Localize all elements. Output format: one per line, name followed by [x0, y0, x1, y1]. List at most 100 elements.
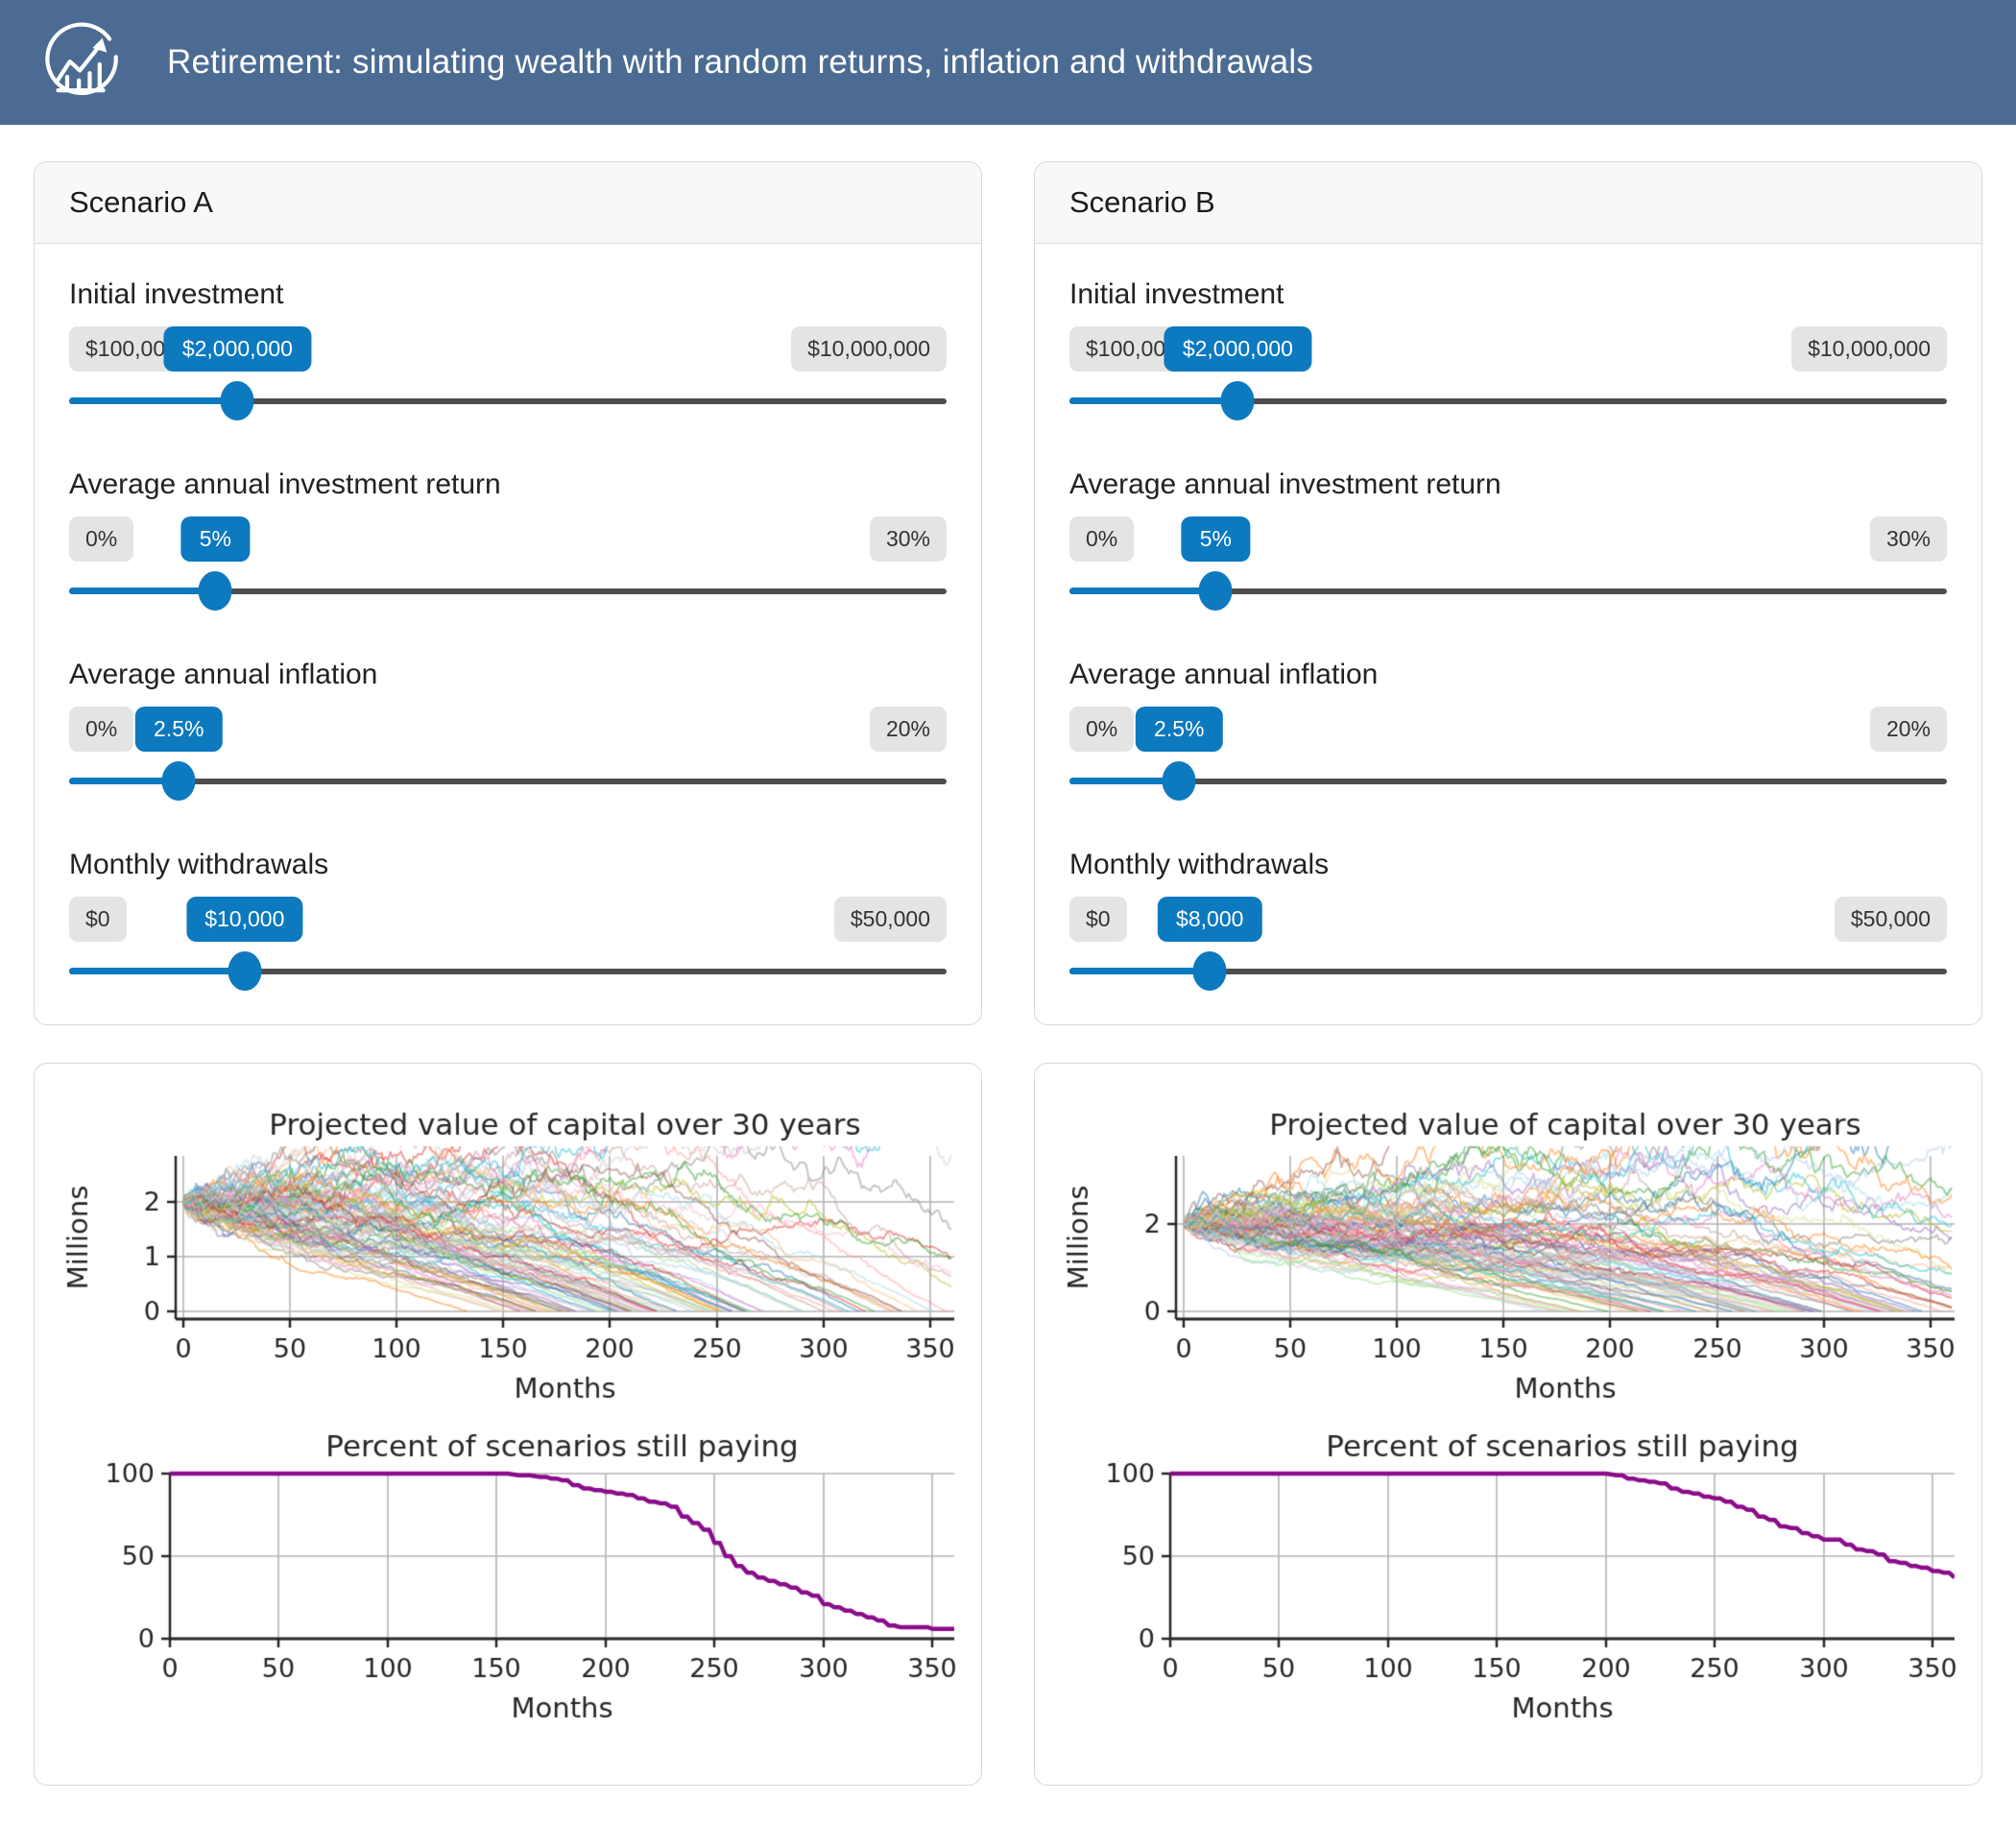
slider-max-badge: $50,000 — [1834, 897, 1947, 942]
scenario-title: Scenario B — [1069, 185, 1215, 219]
slider-label: Average annual inflation — [1069, 659, 1379, 690]
app-header: Retirement: simulating wealth with rando… — [0, 0, 2016, 125]
slider-track-rail[interactable] — [69, 588, 947, 594]
slider-min-badge: 0% — [69, 516, 134, 562]
slider-track[interactable] — [1069, 759, 1947, 802]
slider-track-rail[interactable] — [1069, 398, 1947, 404]
scenario-card: Scenario B Initial investment $100,000 $… — [1034, 161, 1982, 1025]
slider-label: Initial investment — [1069, 278, 1284, 310]
slider-label: Average annual inflation — [69, 659, 378, 690]
percent-paying-chart — [37, 1418, 981, 1740]
slider-max-badge: $10,000,000 — [791, 326, 947, 372]
slider-group: Average annual inflation 0% 2.5% 20% — [1069, 659, 1947, 802]
slider-track-fill — [1069, 778, 1180, 784]
slider-handle[interactable] — [1198, 571, 1233, 611]
slider-track[interactable] — [1069, 379, 1947, 421]
slider-value-badge: $2,000,000 — [1164, 326, 1311, 372]
slider-value-badge: 2.5% — [1136, 707, 1223, 752]
slider-badge-row: 0% 5% 30% — [1069, 516, 1947, 562]
slider-label: Average annual investment return — [69, 468, 501, 500]
slider-handle[interactable] — [1220, 381, 1255, 420]
slider-track-fill — [69, 588, 216, 594]
scenario-card-header: Scenario A — [35, 162, 981, 244]
slider-track[interactable] — [69, 759, 947, 802]
slider-track[interactable] — [1069, 569, 1947, 612]
slider-track-fill — [1069, 588, 1216, 594]
slider-track-rail[interactable] — [69, 779, 947, 784]
slider-max-badge: 30% — [1869, 516, 1947, 562]
slider-handle[interactable] — [198, 571, 232, 611]
slider-handle[interactable] — [228, 951, 262, 991]
chart-card — [1034, 1063, 1982, 1786]
page-title: Retirement: simulating wealth with rando… — [167, 43, 1314, 81]
slider-badge-row: $100,000 $2,000,000 $10,000,000 — [1069, 326, 1947, 372]
slider-value-badge: $10,000 — [186, 897, 303, 942]
slider-track[interactable] — [1069, 949, 1947, 992]
slider-track[interactable] — [69, 379, 947, 421]
slider-value-badge: $2,000,000 — [163, 326, 311, 372]
slider-track-fill — [69, 778, 180, 784]
slider-group: Average annual inflation 0% 2.5% 20% — [69, 659, 947, 802]
slider-min-badge: $0 — [69, 897, 127, 942]
slider-badge-row: $100,000 $2,000,000 $10,000,000 — [69, 326, 947, 372]
slider-track-rail[interactable] — [1069, 779, 1947, 784]
slider-value-badge: 2.5% — [135, 707, 223, 752]
scenario-title: Scenario A — [69, 185, 213, 219]
trend-chart-icon — [45, 22, 118, 96]
slider-handle[interactable] — [220, 381, 254, 420]
slider-label: Monthly withdrawals — [69, 849, 329, 880]
slider-badge-row: 0% 2.5% 20% — [69, 707, 947, 752]
slider-value-badge: 5% — [1181, 516, 1250, 562]
slider-track-rail[interactable] — [69, 398, 947, 404]
slider-handle[interactable] — [1162, 761, 1196, 801]
slider-track[interactable] — [69, 949, 947, 992]
scenario-card-header: Scenario B — [1035, 162, 1981, 244]
slider-min-badge: $0 — [1069, 897, 1127, 942]
slider-min-badge: 0% — [1069, 707, 1135, 752]
slider-group: Average annual investment return 0% 5% 3… — [1069, 468, 1947, 612]
slider-handle[interactable] — [1192, 951, 1227, 991]
capital-projection-chart — [1038, 1096, 1981, 1418]
chart-card-body — [35, 1064, 981, 1740]
slider-group: Monthly withdrawals $0 $8,000 $50,000 — [1069, 849, 1947, 992]
slider-max-badge: 20% — [1869, 707, 1947, 752]
slider-track-rail[interactable] — [1069, 969, 1947, 974]
slider-label: Average annual investment return — [1069, 468, 1501, 500]
main-content: Scenario A Initial investment $100,000 $… — [0, 125, 2016, 1786]
slider-group: Monthly withdrawals $0 $10,000 $50,000 — [69, 849, 947, 992]
slider-track-fill — [1069, 968, 1211, 974]
slider-min-badge: 0% — [1069, 516, 1135, 562]
scenario-card: Scenario A Initial investment $100,000 $… — [34, 161, 982, 1025]
slider-track-fill — [69, 968, 245, 974]
slider-badge-row: 0% 2.5% 20% — [1069, 707, 1947, 752]
chart-row — [34, 1025, 1982, 1786]
slider-track-fill — [1069, 397, 1238, 404]
slider-badge-row: $0 $8,000 $50,000 — [1069, 897, 1947, 942]
slider-max-badge: $50,000 — [833, 897, 947, 942]
slider-group: Initial investment $100,000 $2,000,000 $… — [69, 278, 947, 421]
slider-track-fill — [69, 397, 238, 404]
chart-card — [34, 1063, 982, 1786]
scenario-card-body: Initial investment $100,000 $2,000,000 $… — [35, 244, 981, 992]
slider-group: Initial investment $100,000 $2,000,000 $… — [1069, 278, 1947, 421]
slider-max-badge: 30% — [869, 516, 947, 562]
slider-label: Initial investment — [69, 278, 284, 310]
slider-group: Average annual investment return 0% 5% 3… — [69, 468, 947, 612]
slider-badge-row: 0% 5% 30% — [69, 516, 947, 562]
slider-track[interactable] — [69, 569, 947, 612]
percent-paying-chart — [1038, 1418, 1981, 1740]
slider-track-rail[interactable] — [69, 969, 947, 974]
slider-max-badge: 20% — [869, 707, 947, 752]
slider-label: Monthly withdrawals — [1069, 849, 1330, 880]
capital-projection-chart — [37, 1096, 981, 1418]
slider-value-badge: 5% — [180, 516, 250, 562]
slider-handle[interactable] — [161, 761, 196, 801]
slider-value-badge: $8,000 — [1158, 897, 1262, 942]
slider-min-badge: 0% — [69, 707, 134, 752]
chart-card-body — [1035, 1064, 1981, 1740]
scenario-card-body: Initial investment $100,000 $2,000,000 $… — [1035, 244, 1981, 992]
slider-max-badge: $10,000,000 — [1791, 326, 1947, 372]
slider-badge-row: $0 $10,000 $50,000 — [69, 897, 947, 942]
scenario-row: Scenario A Initial investment $100,000 $… — [34, 161, 1982, 1025]
slider-track-rail[interactable] — [1069, 588, 1947, 594]
